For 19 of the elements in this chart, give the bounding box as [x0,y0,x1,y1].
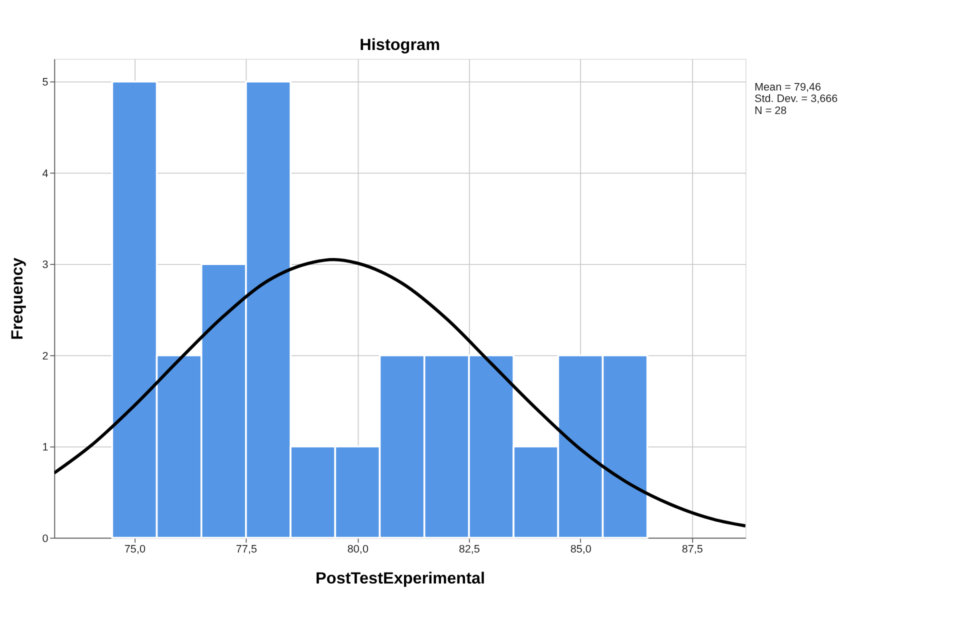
x-tick-label: 75,0 [124,544,146,556]
chart-title: Histogram [360,36,440,54]
line-series [54,258,746,528]
y-tick-label: 4 [42,168,48,180]
x-tick-label: 82,5 [458,544,480,556]
y-tick-label: 3 [42,259,48,272]
text: Std. Dev. = 3,666 [754,93,838,106]
text: Mean = 79,46 [754,81,822,94]
y-tick-label: 1 [42,442,48,454]
y-tick-label: 0 [42,532,48,545]
y-tick-label: 2 [42,350,48,362]
x-tick-label: 87,5 [682,544,703,556]
x-tick-label: 85,0 [570,544,592,556]
x-tick-label: 77,5 [236,544,257,556]
y-axis-title: Frequency [8,258,26,340]
x-tick-label: 80,0 [347,544,368,556]
y-tick-label: 5 [42,76,48,89]
x-axis-title: PostTestExperimental [316,569,486,588]
text: N = 28 [754,104,787,117]
